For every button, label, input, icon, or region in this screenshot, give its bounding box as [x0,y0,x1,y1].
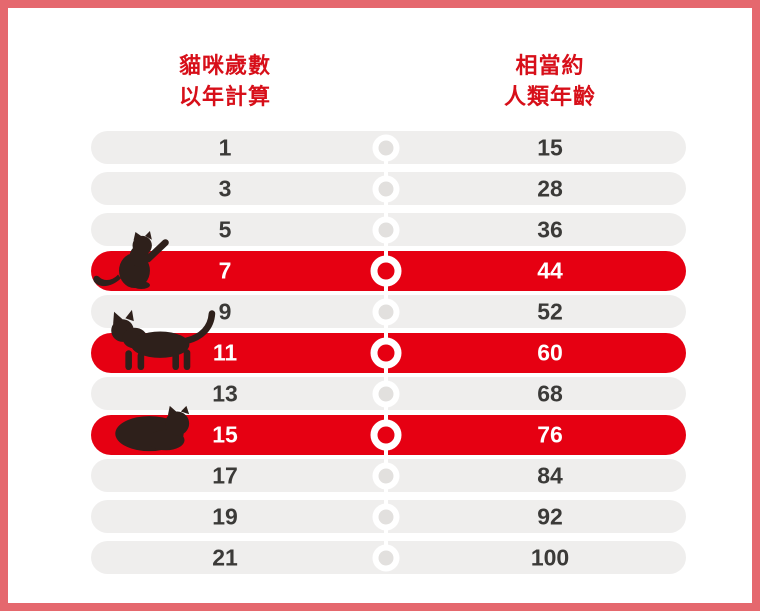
human-years-value: 44 [537,257,563,283]
human-age-column-header: 相當約 人類年齡 [416,50,684,112]
sitting-kitten-icon [93,231,169,289]
timeline-dot-icon [370,255,402,286]
human-years-value: 76 [537,421,563,447]
timeline-dot-icon [370,337,402,368]
human-age-header-line2: 人類年齡 [503,84,596,109]
human-years-value: 36 [537,216,563,242]
timeline-dot-icon [372,544,400,571]
cat-years-value: 5 [218,216,232,242]
cat-years-value: 17 [212,462,238,488]
cat-years-value: 7 [218,257,232,283]
human-years-value: 68 [537,380,563,406]
timeline-dot-icon [372,134,400,161]
cat-years-value: 19 [212,503,238,529]
table-row: 15 76 [91,414,686,455]
human-years-value: 60 [537,339,563,365]
human-age-header-line1: 相當約 [515,53,585,78]
timeline-dot-icon [372,503,400,530]
table-row: 7 44 [91,250,686,291]
human-years-value: 84 [537,462,563,488]
timeline-dot-icon [372,462,400,489]
human-years-value: 15 [537,134,563,160]
human-years-value: 92 [537,503,563,529]
timeline-dot-icon [372,175,400,202]
human-years-value: 28 [537,175,563,201]
cat-years-value: 11 [212,339,238,365]
table-row: 13 68 [91,373,686,414]
table-row: 5 36 [91,209,686,250]
cat-age-header-line1: 貓咪歲數 [178,53,271,78]
timeline-dot-icon [372,298,400,325]
timeline-dot-icon [372,380,400,407]
timeline-dot-icon [370,419,402,450]
cat-years-value: 15 [212,421,238,447]
cat-years-value: 21 [212,544,238,570]
timeline-dot-icon [372,216,400,243]
cat-years-value: 9 [218,298,232,324]
walking-cat-icon [111,309,216,371]
row-container: 1 15 3 28 5 36 7 44 9 52 11 60 13 68 [91,127,686,578]
conversion-table: 1 15 3 28 5 36 7 44 9 52 11 60 13 68 [91,127,686,578]
table-row: 21 100 [91,537,686,578]
table-row: 9 52 [91,291,686,332]
cat-age-header-line2: 以年計算 [178,84,271,109]
table-row: 1 15 [91,127,686,168]
cat-age-column-header: 貓咪歲數 以年計算 [91,50,359,112]
human-years-value: 52 [537,298,563,324]
table-row: 17 84 [91,455,686,496]
human-years-value: 100 [530,544,570,570]
lying-cat-icon [115,405,190,452]
cat-years-value: 3 [218,175,232,201]
table-row: 19 92 [91,496,686,537]
cat-years-value: 1 [218,134,232,160]
cat-years-value: 13 [212,380,238,406]
table-row: 3 28 [91,168,686,209]
